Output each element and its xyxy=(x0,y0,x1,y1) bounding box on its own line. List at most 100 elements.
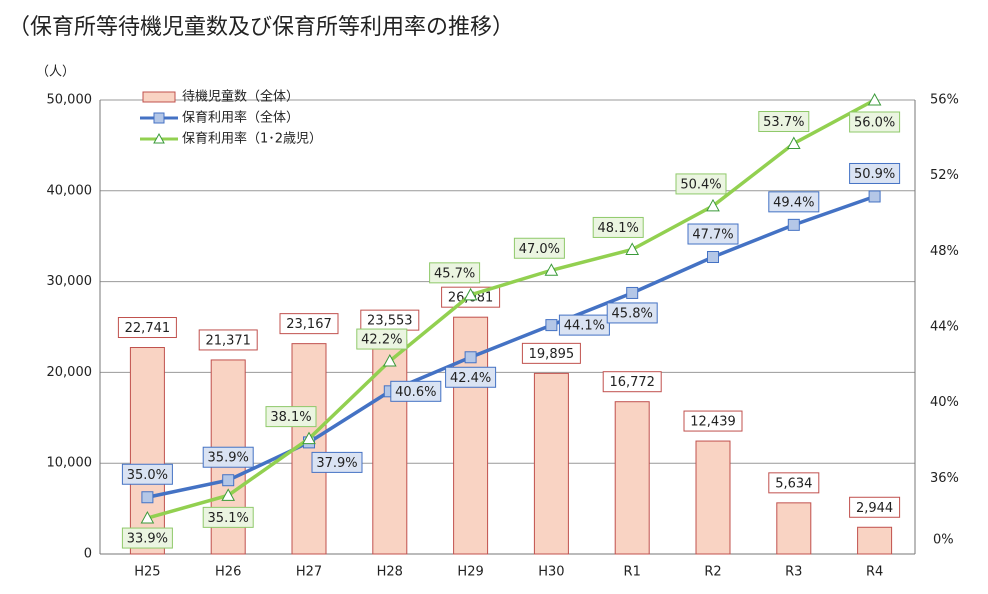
bar-label-text: 19,895 xyxy=(529,347,575,362)
line-label: 56.0% xyxy=(849,111,901,133)
line-label-box xyxy=(768,191,820,213)
x-tick-label: H26 xyxy=(215,565,241,580)
x-tick-label: H27 xyxy=(296,565,322,580)
legend-swatch xyxy=(142,91,176,103)
x-tick-label: R2 xyxy=(704,565,721,580)
marker xyxy=(787,218,800,231)
bar xyxy=(857,526,893,555)
bar-label-box xyxy=(683,410,743,432)
line-label-box xyxy=(849,111,901,133)
line-label: 45.8% xyxy=(606,302,658,324)
y-tick-label: 50,000 xyxy=(47,93,93,108)
line-label: 42.4% xyxy=(445,366,497,388)
x-tick-label: H29 xyxy=(457,565,483,580)
bar-label-box xyxy=(279,313,339,335)
legend-marker xyxy=(153,112,165,124)
line-label: 38.1% xyxy=(265,406,317,428)
bar-label: 23,553 xyxy=(360,309,420,331)
marker xyxy=(867,92,882,106)
y-tick-label: 10,000 xyxy=(47,456,93,471)
line-label-box xyxy=(758,111,810,133)
line-label-text: 33.9% xyxy=(127,532,168,547)
marker xyxy=(707,251,719,264)
line-label: 47.7% xyxy=(687,223,739,245)
y2-tick-label: 44% xyxy=(930,320,959,335)
bar-label-text: 21,371 xyxy=(205,333,251,348)
bar-label-text: 23,553 xyxy=(367,314,413,329)
line-label-text: 45.7% xyxy=(434,266,475,281)
bar xyxy=(776,502,812,555)
marker xyxy=(625,242,640,255)
bar-label-box xyxy=(521,342,581,364)
y2-tick-label: 52% xyxy=(930,168,959,183)
x-tick-label: R3 xyxy=(785,565,802,580)
bar-label-text: 16,772 xyxy=(609,375,655,390)
line-label: 35.1% xyxy=(202,506,254,528)
line-label: 45.7% xyxy=(429,262,481,284)
bar-label-box xyxy=(849,496,901,518)
line-label-box xyxy=(390,380,442,402)
line-label: 53.7% xyxy=(758,111,810,133)
bar xyxy=(533,372,569,555)
line-label: 40.6% xyxy=(390,380,442,402)
line-label-text: 48.1% xyxy=(598,221,639,236)
x-tick-label: R1 xyxy=(624,565,641,580)
bar-label-box xyxy=(198,329,258,351)
bar-label: 12,439 xyxy=(683,410,743,432)
line-label-text: 44.1% xyxy=(564,319,605,334)
bar-label: 5,634 xyxy=(768,472,820,494)
bar-label-text: 2,944 xyxy=(856,501,893,516)
bar-label: 2,944 xyxy=(849,496,901,518)
line-label-box xyxy=(675,173,727,195)
line-label-text: 47.7% xyxy=(692,228,733,243)
line-label-box xyxy=(558,314,610,336)
line-label-box xyxy=(311,451,363,473)
line-label-text: 50.9% xyxy=(854,167,895,182)
chart-title: （保育所等待機児童数及び保育所等利用率の推移） xyxy=(8,15,514,40)
line-label: 47.0% xyxy=(513,237,565,259)
line-label-box xyxy=(445,366,497,388)
line xyxy=(146,98,876,520)
marker xyxy=(140,511,155,524)
marker xyxy=(382,354,397,367)
legend-label: 保育利用率（1･2歳児） xyxy=(182,131,322,147)
line-label-text: 42.2% xyxy=(361,333,402,348)
bar-label-box xyxy=(117,317,177,339)
line-label-box xyxy=(265,406,317,428)
marker xyxy=(868,190,881,203)
legend-label: 待機児童数（全体） xyxy=(182,89,299,105)
line-label-box xyxy=(121,527,173,549)
line-label: 49.4% xyxy=(768,191,820,213)
marker xyxy=(463,287,478,301)
line-label-text: 53.7% xyxy=(763,115,804,130)
line-label-box xyxy=(202,446,254,468)
marker xyxy=(706,198,720,212)
line-label: 42.2% xyxy=(356,328,408,350)
marker xyxy=(222,474,235,487)
legend-item: 待機児童数（全体） xyxy=(142,89,299,105)
y-tick-label: 30,000 xyxy=(47,274,93,289)
line-label: 44.1% xyxy=(558,314,610,336)
marker xyxy=(545,319,558,332)
y2-tick-label: 48% xyxy=(930,244,959,259)
marker xyxy=(302,431,316,445)
line-label-text: 40.6% xyxy=(395,385,436,400)
bar xyxy=(453,316,489,555)
bar-label: 22,741 xyxy=(117,317,177,339)
line-label-text: 47.0% xyxy=(519,242,560,257)
line-label-text: 42.4% xyxy=(450,371,491,386)
legend-marker xyxy=(153,132,165,144)
y2-tick-label: 40% xyxy=(930,395,959,410)
y-unit-label: （人） xyxy=(36,65,75,80)
y-tick-label: 0 xyxy=(84,547,92,562)
legend-item: 保育利用率（1･2歳児） xyxy=(140,131,322,147)
bar xyxy=(614,401,650,555)
line-label-box xyxy=(202,506,254,528)
bar-label-text: 22,741 xyxy=(125,321,171,336)
line-label-text: 49.4% xyxy=(773,195,814,210)
line-label-text: 45.8% xyxy=(612,306,653,321)
line-label: 50.4% xyxy=(675,173,727,195)
marker xyxy=(464,351,477,364)
y-tick-label: 40,000 xyxy=(47,183,93,198)
